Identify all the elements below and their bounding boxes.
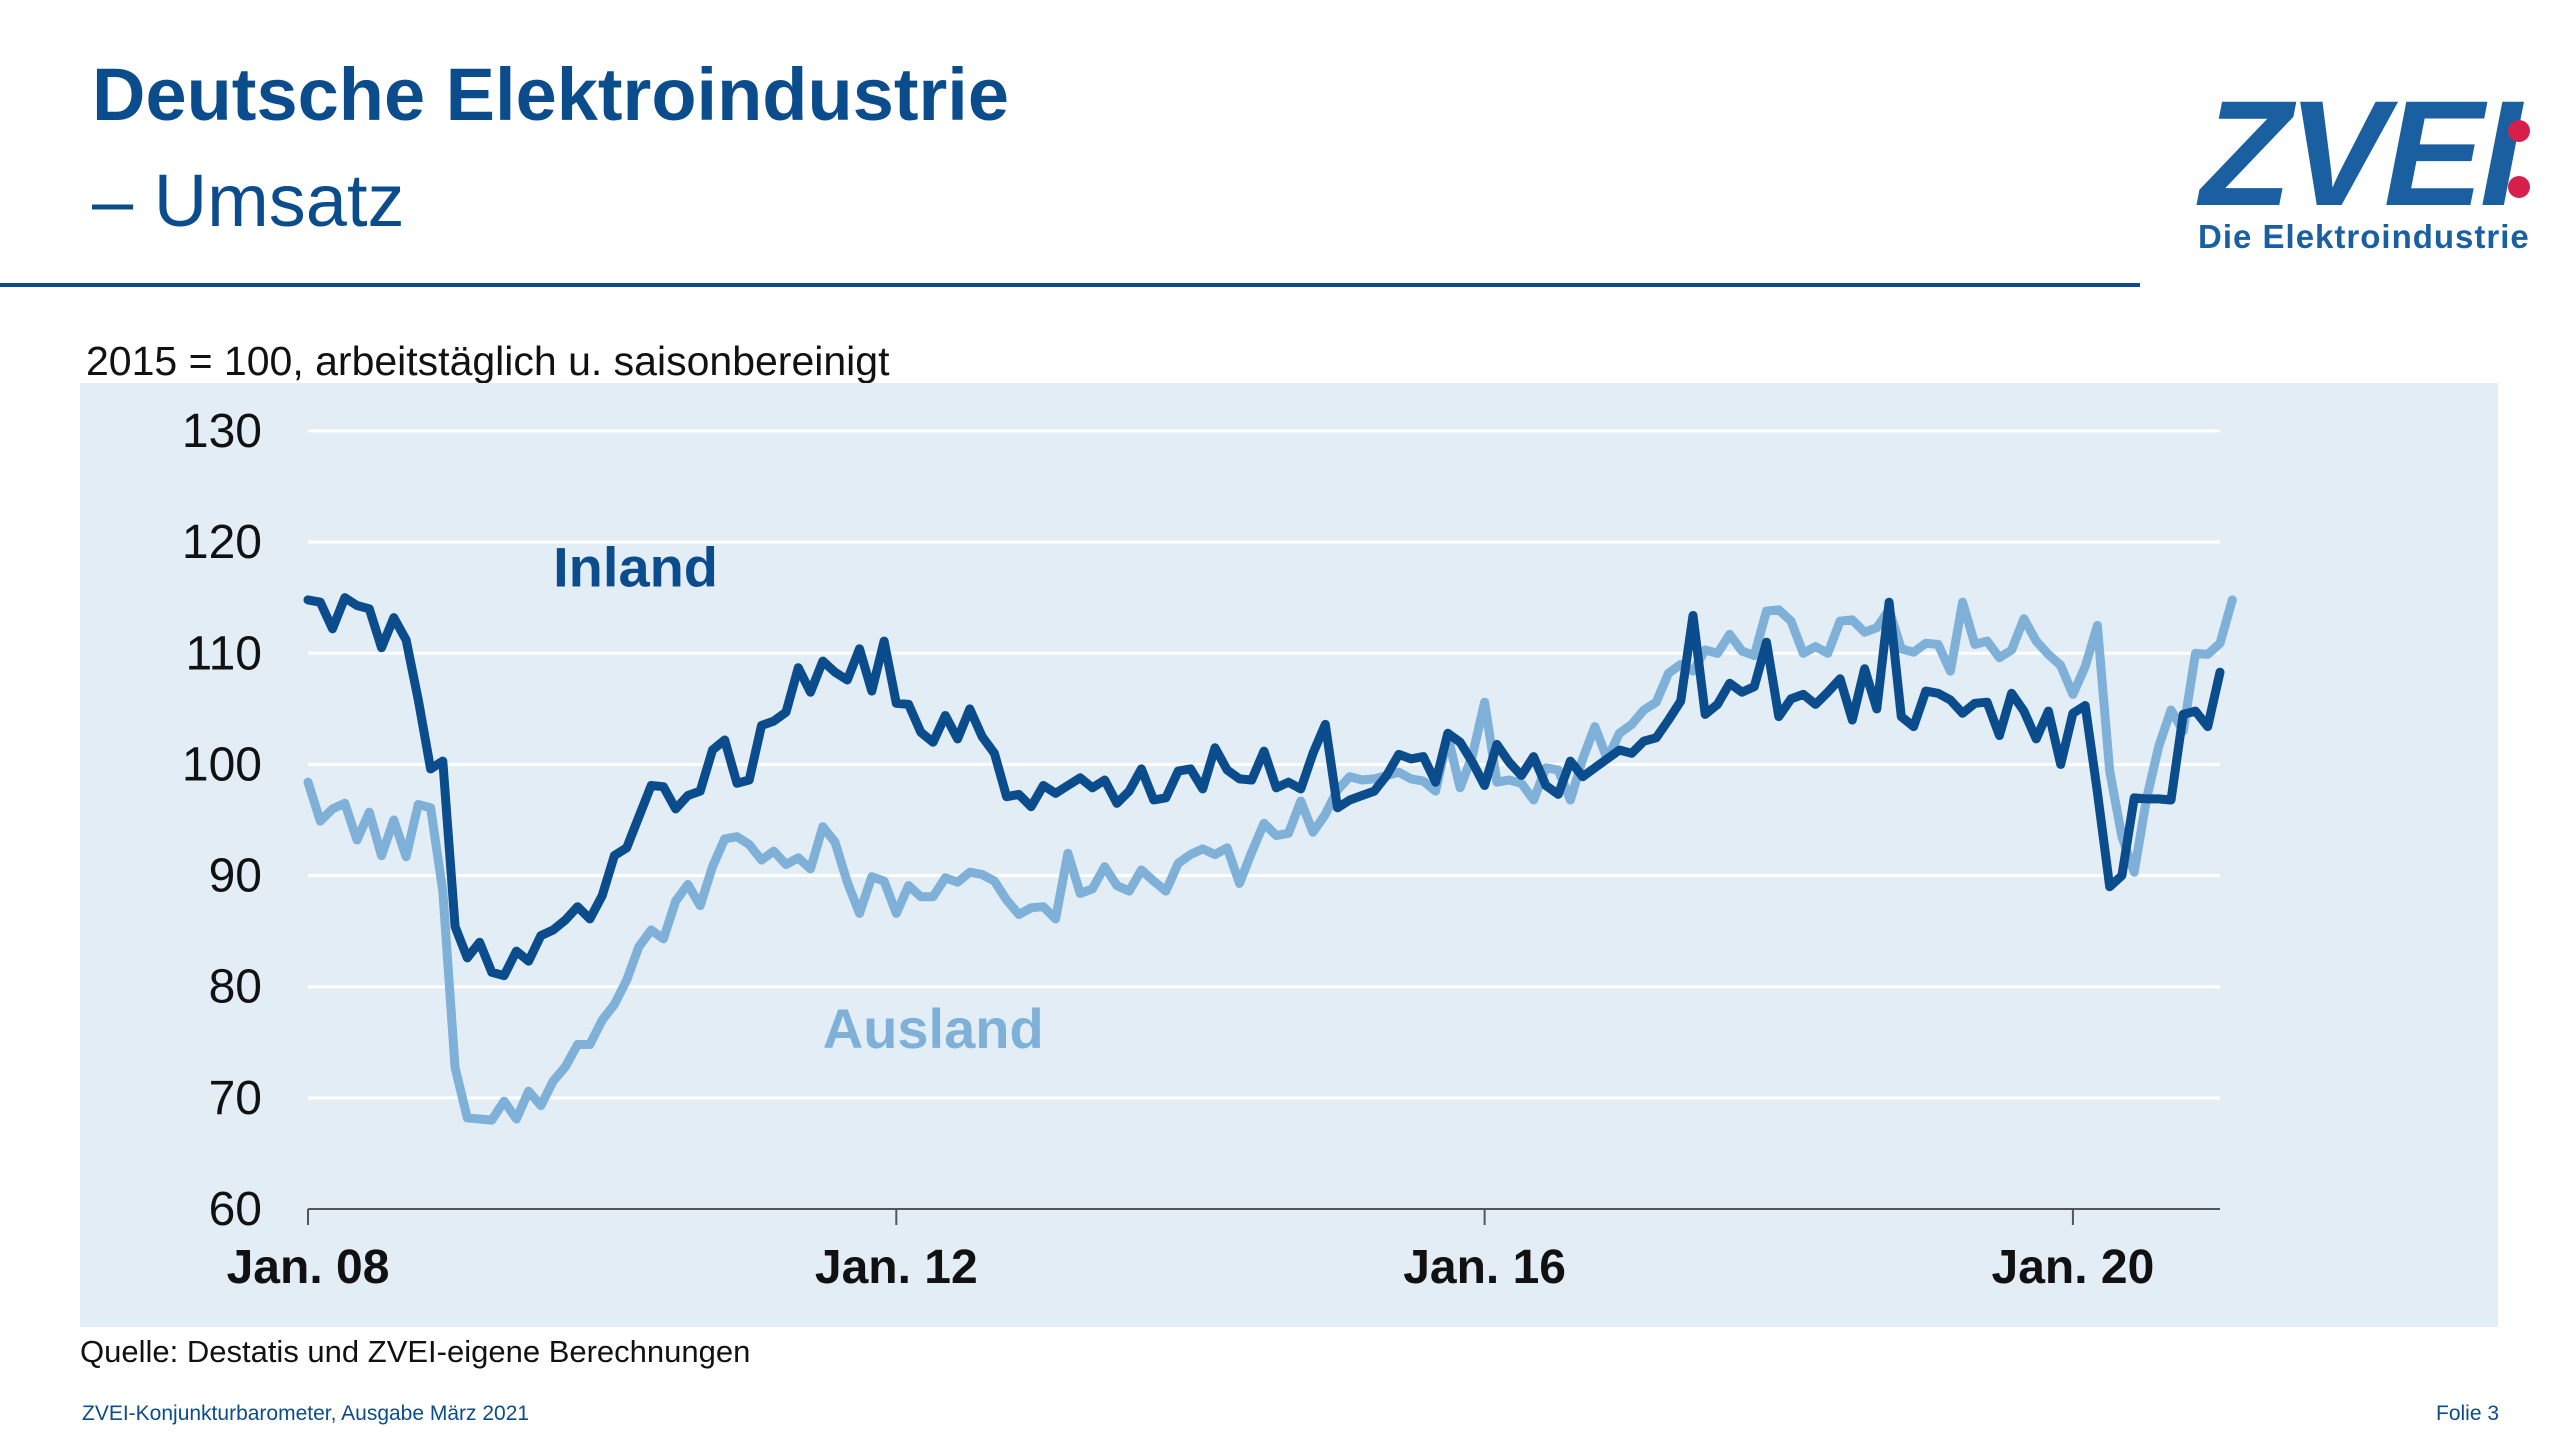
y-tick-label: 110	[185, 627, 262, 680]
x-tick-label: Jan. 20	[1992, 1241, 2155, 1294]
header-divider	[0, 283, 2140, 287]
page-title: Deutsche Elektroindustrie	[92, 53, 1010, 136]
line-chart: 60 70 80 90 100 110 120 130 Jan. 08 Jan. 12 Jan. 1…	[182, 405, 2237, 1294]
y-tick-label: 100	[182, 738, 262, 791]
logo-tagline: Die Elektroindustrie	[2198, 218, 2530, 255]
logo-dot-bottom	[2508, 176, 2530, 198]
logo-wordmark: ZVEI	[2200, 69, 2521, 237]
footer-publication: ZVEI-Konjunkturbarometer, Ausgabe März 2…	[82, 1402, 530, 1425]
y-tick-label: 130	[182, 405, 262, 458]
x-tick-label: Jan. 16	[1403, 1241, 1566, 1294]
series-line-ausland	[303, 595, 2237, 1125]
logo-colon-icon	[2508, 120, 2534, 232]
chart-panel	[80, 383, 2498, 1327]
series-label-ausland: Ausland	[823, 997, 1044, 1060]
series-line-inland	[303, 593, 2225, 981]
footer-slide-number: Folie 3	[2436, 1402, 2500, 1425]
y-tick-label: 80	[209, 961, 262, 1014]
y-tick-label: 90	[209, 850, 262, 903]
source-note: Quelle: Destatis und ZVEI-eigene Berechn…	[80, 1334, 751, 1369]
y-tick-label: 60	[209, 1183, 262, 1236]
zvei-logo: ZVEI Die Elektroindustrie	[2190, 78, 2540, 258]
x-tick-label: Jan. 12	[815, 1241, 978, 1294]
series-label-inland: Inland	[553, 536, 718, 599]
x-tick-label: Jan. 08	[227, 1241, 390, 1294]
page-subtitle-title: – Umsatz	[92, 159, 405, 242]
logo-dot-top	[2508, 120, 2530, 142]
y-tick-label: 120	[182, 516, 262, 569]
y-tick-label: 70	[209, 1072, 262, 1125]
chart-unit-note: 2015 = 100, arbeitstäglich u. saisonbere…	[86, 338, 890, 384]
